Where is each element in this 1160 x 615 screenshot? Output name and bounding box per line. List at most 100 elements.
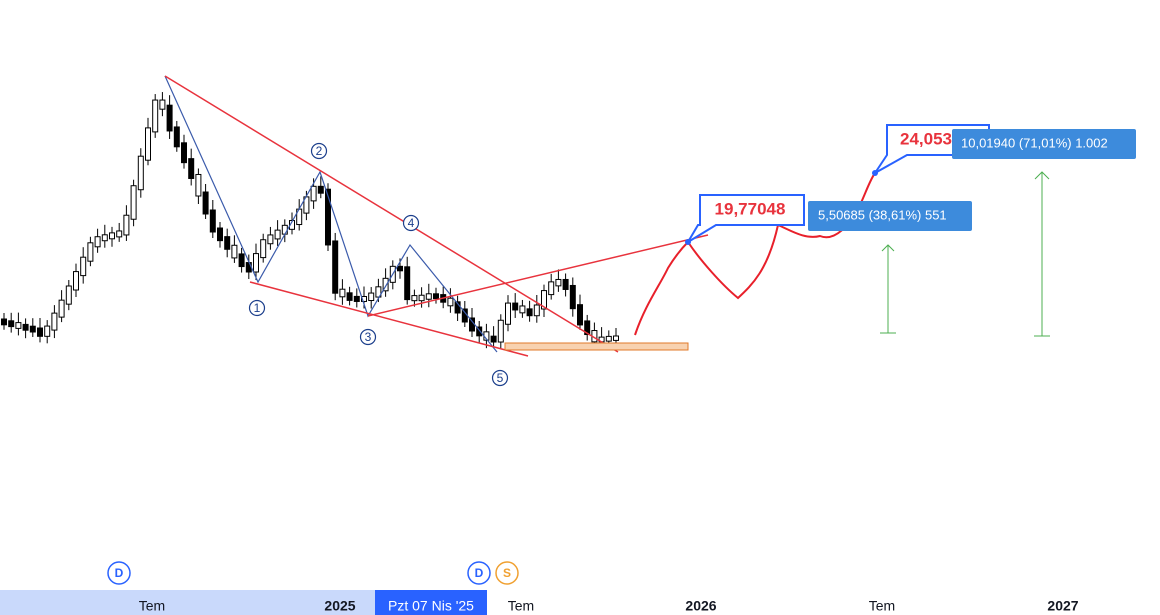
candle-body (418, 294, 425, 302)
candle-body (332, 240, 339, 294)
wave-label: 3 (365, 330, 372, 344)
candle-body (526, 308, 533, 317)
candle-body (569, 284, 576, 310)
candle-body (310, 185, 317, 202)
candle-body (65, 285, 72, 305)
callout-text: 24,053 (900, 129, 952, 148)
wave-marker (248, 299, 266, 317)
axis-range-highlight (0, 590, 375, 615)
candle-body (353, 295, 360, 302)
candle-body (267, 234, 274, 245)
candle-body (94, 236, 101, 248)
candle-body (533, 304, 540, 317)
wave-marker (491, 369, 509, 387)
candle-body (159, 99, 166, 110)
axis-cursor-label-bg (375, 590, 487, 615)
candle-body (209, 209, 216, 233)
candle-body (37, 327, 43, 337)
candle-body (87, 242, 94, 262)
candle-body (260, 239, 267, 259)
candle-body (562, 278, 569, 290)
candle-body (433, 293, 439, 300)
time-axis-label: Tem (508, 598, 534, 614)
candle-body (15, 322, 22, 329)
candles (1, 92, 619, 350)
candle-body (217, 227, 223, 242)
candle-body (425, 293, 432, 300)
badge-text: S (503, 566, 511, 580)
badge[interactable] (495, 561, 519, 585)
candle-body (116, 230, 123, 238)
candle-body (130, 185, 137, 220)
candle-body (368, 292, 375, 302)
candle-body (245, 262, 252, 273)
candle-body (274, 229, 281, 240)
wave-label: 4 (408, 216, 415, 230)
candle-body (375, 286, 382, 298)
candle-body (253, 253, 259, 273)
time-axis-label: Pzt 07 Nis '25 (388, 598, 474, 614)
candle-body (339, 288, 346, 298)
badge[interactable] (467, 561, 491, 585)
candle-body (519, 305, 526, 314)
badge[interactable] (107, 561, 131, 585)
candle-body (123, 214, 130, 236)
candle-body (404, 266, 411, 301)
candle-body (166, 104, 173, 132)
candle-body (382, 277, 389, 292)
candle-body (317, 185, 324, 194)
measure-label-bg (808, 201, 972, 231)
candle-body (195, 173, 202, 197)
time-axis-label: Tem (139, 598, 165, 614)
badge-text: D (475, 566, 484, 580)
candle-body (29, 325, 36, 333)
upper-trendline (164, 75, 619, 353)
lower-trendline (249, 281, 529, 357)
wave-line (164, 75, 498, 353)
candle-body (548, 281, 555, 296)
time-axis-label: 2027 (1047, 598, 1078, 614)
resistance-line (367, 234, 709, 317)
wave-label: 1 (254, 301, 261, 315)
support-zone (504, 342, 689, 351)
candle-body (490, 335, 497, 343)
candle-body (80, 256, 87, 277)
candle-body (231, 244, 238, 259)
candle-body (101, 234, 108, 242)
candle-body (238, 253, 245, 268)
candle-body (22, 323, 29, 331)
measure-label-bg (952, 129, 1136, 159)
candle-body (188, 158, 195, 179)
candle-body (58, 299, 65, 318)
wave-label: 5 (497, 371, 504, 385)
candle-body (152, 99, 159, 133)
callout-box (687, 194, 805, 243)
candle-body (505, 302, 511, 325)
wave-marker (402, 214, 420, 232)
time-axis-label: 2026 (685, 598, 716, 614)
candle-body (577, 304, 583, 326)
candle-body (173, 126, 180, 148)
candle-body (325, 188, 331, 246)
candle-body (605, 335, 612, 342)
wave-marker (359, 328, 377, 346)
time-axis-label: Tem (869, 598, 895, 614)
callout-text: 19,77048 (715, 199, 786, 218)
candle-body (447, 297, 454, 307)
candle-body (73, 271, 79, 291)
time-axis-label: 2025 (324, 598, 355, 614)
candle-body (109, 232, 115, 240)
measure-label: 10,01940 (71,01%) 1.002 (961, 135, 1108, 150)
candle-body (555, 278, 562, 287)
candle-body (44, 325, 51, 337)
candle-body (613, 335, 619, 341)
badge-text: D (115, 566, 124, 580)
candle-body (541, 290, 547, 310)
candle-body (181, 142, 187, 164)
candle-body (584, 320, 591, 336)
candle-body (361, 296, 367, 302)
candle-body (346, 292, 353, 301)
wave-label: 2 (316, 144, 323, 158)
